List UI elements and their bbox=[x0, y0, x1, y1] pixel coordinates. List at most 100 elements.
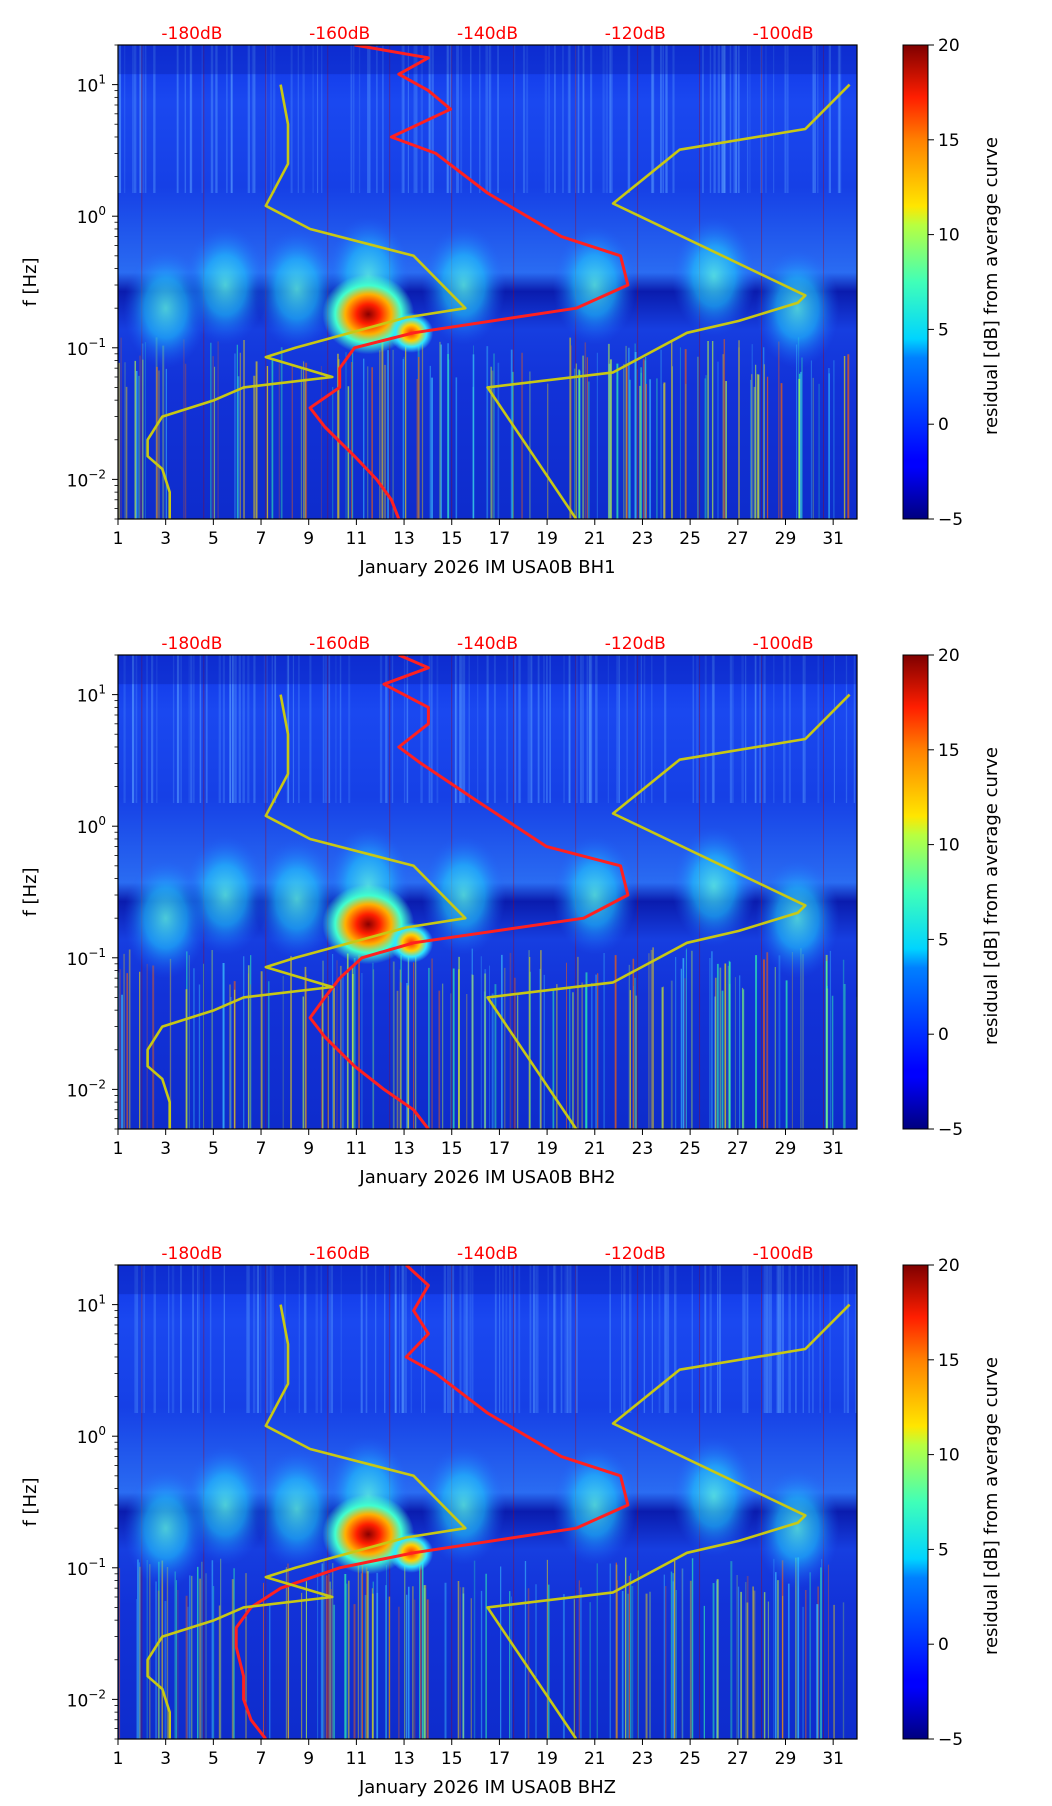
x-tick-label: 17 bbox=[489, 529, 511, 549]
x-tick-label: 27 bbox=[727, 529, 749, 549]
x-tick-label: 17 bbox=[489, 1749, 511, 1769]
db-tick-label: -180dB bbox=[161, 24, 222, 44]
colorbar-tick-label: 10 bbox=[938, 226, 960, 246]
hf-band bbox=[118, 45, 857, 75]
x-tick-label: 21 bbox=[584, 1749, 606, 1769]
colorbar: 20 15 10 5 0 −5 residual [dB] from average cur… bbox=[902, 646, 1002, 1140]
colorbar: 20 15 10 5 0 −5 residual [dB] from average cur… bbox=[902, 36, 1002, 530]
x-tick-label: 27 bbox=[727, 1139, 749, 1159]
x-axis-label: January 2026 IM USA0B BH1 bbox=[358, 557, 615, 578]
x-tick-label: 23 bbox=[632, 1749, 654, 1769]
colorbar-tick-label: 0 bbox=[938, 1635, 949, 1655]
plot-frame bbox=[117, 654, 858, 1130]
microseism-blob bbox=[254, 838, 339, 959]
x-tick-label: 3 bbox=[160, 1139, 171, 1159]
x-tick-label: 15 bbox=[441, 1139, 463, 1159]
x-tick-label: 23 bbox=[632, 529, 654, 549]
x-tick-label: 17 bbox=[489, 1139, 511, 1159]
x-tick-label: 29 bbox=[775, 529, 797, 549]
x-tick-label: 1 bbox=[113, 529, 124, 549]
y-axis-label: f [Hz] bbox=[20, 867, 41, 916]
x-tick-label: 11 bbox=[346, 529, 368, 549]
db-tick-label: -180dB bbox=[161, 634, 222, 654]
db-tick-label: -180dB bbox=[161, 1244, 222, 1264]
x-tick-label: 21 bbox=[584, 1139, 606, 1159]
y-tick-label: 101 bbox=[77, 1293, 106, 1317]
colorbar-tick-label: 10 bbox=[938, 836, 960, 856]
colorbar-tick-label: 15 bbox=[938, 131, 960, 151]
db-tick-label: -140dB bbox=[457, 634, 518, 654]
microseism-blob bbox=[421, 1445, 506, 1566]
microseism-blob bbox=[123, 1468, 208, 1589]
x-tick-label: 31 bbox=[822, 1139, 844, 1159]
y-tick-label: 10−2 bbox=[67, 467, 106, 491]
x-tick-label: 11 bbox=[346, 1749, 368, 1769]
colorbar-tick-label: 10 bbox=[938, 1446, 960, 1466]
y-tick-label: 100 bbox=[77, 204, 106, 228]
x-tick-label: 25 bbox=[679, 529, 701, 549]
microseism-blob bbox=[671, 216, 756, 337]
microseism-blob bbox=[123, 248, 208, 369]
plot-frame bbox=[117, 1264, 858, 1740]
x-tick-label: 13 bbox=[393, 529, 415, 549]
plot-frame bbox=[117, 44, 858, 520]
x-tick-label: 29 bbox=[775, 1749, 797, 1769]
x-tick-label: 31 bbox=[822, 529, 844, 549]
average-psd-curve bbox=[234, 1265, 630, 1739]
x-tick-label: 5 bbox=[208, 1749, 219, 1769]
nlnm-curve bbox=[146, 84, 467, 519]
db-tick-label: -100dB bbox=[753, 24, 814, 44]
microseism-blob bbox=[123, 858, 208, 979]
x-tick-label: 15 bbox=[441, 1749, 463, 1769]
average-psd-curve bbox=[308, 45, 630, 519]
microseism-blob bbox=[755, 1468, 840, 1589]
average-psd-curve bbox=[308, 655, 630, 1129]
microseism-blob bbox=[671, 1436, 756, 1557]
x-tick-label: 1 bbox=[113, 1749, 124, 1769]
db-tick-label: -120dB bbox=[605, 1244, 666, 1264]
x-tick-label: 1 bbox=[113, 1139, 124, 1159]
microseism-blob bbox=[552, 225, 637, 346]
colorbar-tick-label: −5 bbox=[938, 1730, 963, 1750]
x-tick-label: 29 bbox=[775, 1139, 797, 1159]
nhnm-curve bbox=[486, 1303, 851, 1739]
x-tick-label: 19 bbox=[536, 1749, 558, 1769]
x-tick-label: 9 bbox=[303, 529, 314, 549]
y-tick-label: 101 bbox=[77, 73, 106, 97]
x-tick-label: 15 bbox=[441, 529, 463, 549]
colorbar-tick-label: 20 bbox=[938, 646, 960, 666]
y-tick-label: 100 bbox=[77, 1424, 106, 1448]
x-tick-label: 11 bbox=[346, 1139, 368, 1159]
x-axis-label: January 2026 IM USA0B BHZ bbox=[358, 1777, 616, 1798]
microseism-blob bbox=[755, 248, 840, 369]
microseism-blob bbox=[254, 1448, 339, 1569]
colorbar-gradient bbox=[902, 44, 929, 520]
microseism-blob bbox=[671, 826, 756, 947]
x-tick-label: 3 bbox=[160, 529, 171, 549]
hf-band bbox=[118, 1265, 857, 1295]
colorbar: 20 15 10 5 0 −5 residual [dB] from average cur… bbox=[902, 1256, 1002, 1750]
db-tick-label: -160dB bbox=[309, 634, 370, 654]
db-tick-label: -160dB bbox=[309, 24, 370, 44]
x-tick-label: 21 bbox=[584, 529, 606, 549]
x-tick-label: 5 bbox=[208, 1139, 219, 1159]
x-axis-label: January 2026 IM USA0B BH2 bbox=[358, 1167, 615, 1188]
db-tick-label: -120dB bbox=[605, 24, 666, 44]
microseism-blob bbox=[421, 225, 506, 346]
nlnm-curve bbox=[146, 694, 467, 1129]
microseism-blob bbox=[552, 1445, 637, 1566]
colorbar-tick-label: 5 bbox=[938, 930, 949, 950]
microseism-blob bbox=[755, 858, 840, 979]
y-tick-label: 10−2 bbox=[67, 1687, 106, 1711]
nlnm-curve bbox=[146, 1304, 467, 1739]
colorbar-label: residual [dB] from average curve bbox=[981, 137, 1002, 435]
colorbar-gradient bbox=[902, 654, 929, 1130]
db-tick-label: -160dB bbox=[309, 1244, 370, 1264]
colorbar-tick-label: 15 bbox=[938, 1351, 960, 1371]
x-tick-label: 23 bbox=[632, 1139, 654, 1159]
y-tick-label: 10−1 bbox=[67, 946, 106, 970]
